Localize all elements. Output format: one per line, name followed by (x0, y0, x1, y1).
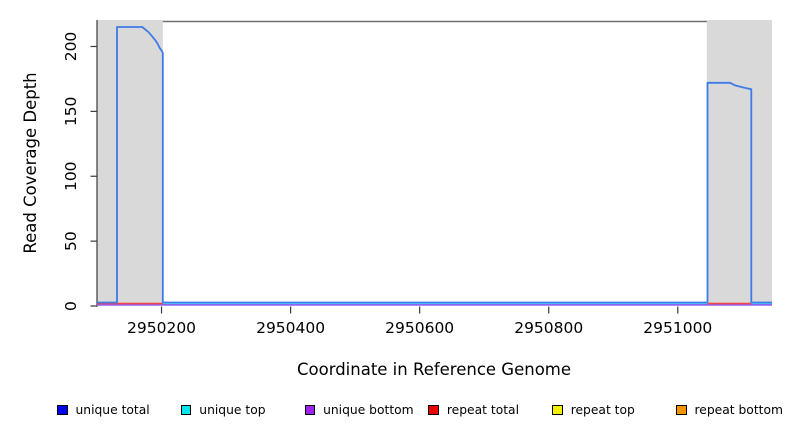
legend-swatch (552, 404, 563, 416)
legend-label: repeat total (446, 403, 519, 417)
y-tick-label: 150 (62, 97, 80, 127)
x-tick-label: 2951000 (643, 319, 712, 337)
legend-item-repeat-top: repeat top (552, 403, 635, 417)
legend-swatch (428, 404, 439, 416)
x-tick-label: 2950400 (256, 319, 325, 337)
legend-swatch (57, 404, 68, 416)
legend: unique total unique top unique bottom repea… (0, 399, 792, 429)
legend-item-unique-total: unique total (57, 403, 150, 417)
plot-layer: 0 50 100 150 200 2950200 2950400 2950600 2950800… (62, 20, 772, 337)
x-tick-label: 2950800 (514, 319, 583, 337)
y-axis-label: Read Coverage Depth (21, 72, 40, 253)
repeat-region-shade (97, 20, 163, 304)
y-tick-label: 0 (62, 301, 80, 311)
legend-label: repeat top (570, 403, 635, 417)
x-tick-label: 2950600 (385, 319, 454, 337)
legend-label: unique bottom (323, 403, 414, 417)
legend-item-unique-bottom: unique bottom (304, 403, 414, 417)
legend-item-unique-top: unique top (180, 403, 266, 417)
legend-label: unique top (199, 403, 266, 417)
y-tick-label: 50 (62, 231, 80, 251)
legend-swatch (180, 404, 192, 416)
x-axis-label: Coordinate in Reference Genome (297, 360, 571, 379)
legend-item-repeat-bottom: repeat bottom (676, 403, 783, 417)
legend-label: unique total (75, 403, 150, 417)
legend-swatch (676, 404, 687, 416)
coverage-plot: 0 50 100 150 200 2950200 2950400 2950600 2950800… (21, 20, 772, 379)
series-unique-total (97, 26, 772, 304)
legend-item-repeat-total: repeat total (428, 403, 519, 417)
y-tick-label: 100 (62, 161, 80, 191)
x-tick-label: 2950200 (127, 319, 196, 337)
y-tick-label: 200 (62, 32, 80, 62)
legend-label: repeat bottom (694, 403, 783, 417)
legend-swatch (304, 404, 316, 416)
repeat-region-shade (706, 20, 772, 304)
